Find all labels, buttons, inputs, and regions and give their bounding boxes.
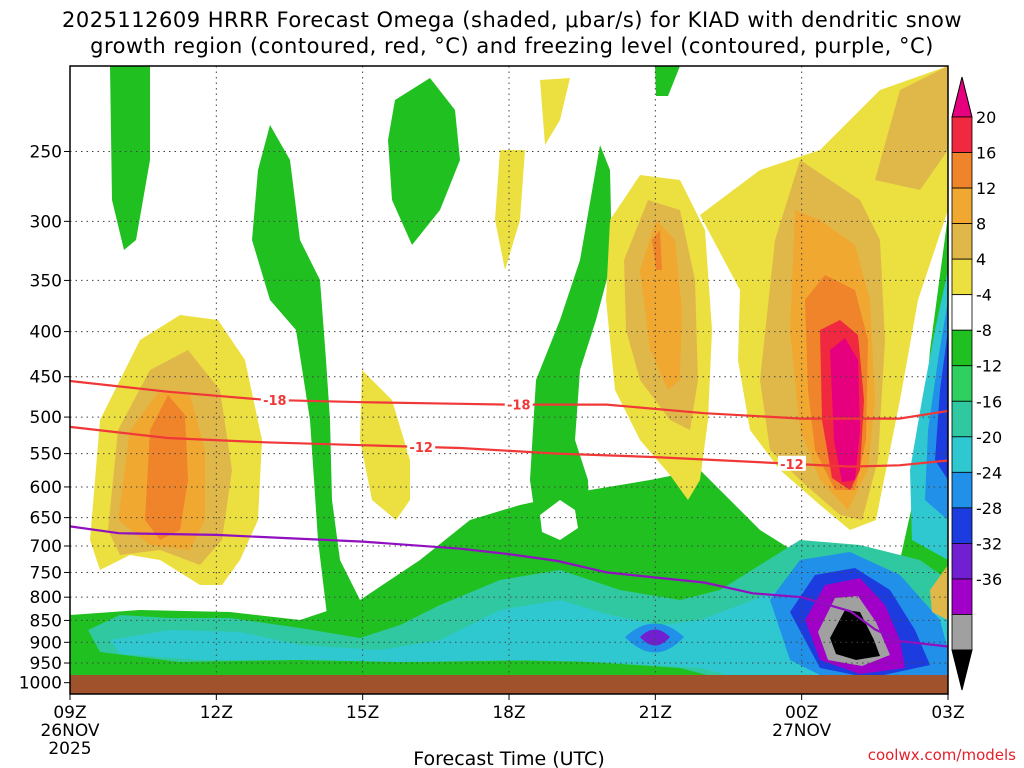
colorbar-label: 20: [976, 108, 996, 127]
colorbar-swatch: [951, 400, 973, 438]
omega-sink-darkorange-center: [652, 230, 662, 270]
y-tick-label: 500: [30, 408, 62, 428]
colorbar-label: 12: [976, 179, 996, 198]
y-tick-label: 250: [30, 142, 62, 162]
y-tick-label: 600: [30, 478, 62, 498]
omega-sink-gold-upper-right: [875, 66, 948, 190]
colorbar-swatch: [951, 294, 973, 331]
x-axis-label: Forecast Time (UTC): [413, 748, 604, 768]
x-tick-label: 03Z: [931, 703, 964, 723]
colorbar-label: -24: [976, 463, 1002, 482]
colorbar: 20 16 12 8 4 -4 -8 -12 -16 -20 -24 -28 -32 -36: [951, 76, 1002, 691]
ground-surface-bar: [70, 675, 948, 694]
x-tick-label: 09Z: [53, 703, 86, 723]
x-tick-label: 12Z: [200, 703, 233, 723]
y-tick-label: 700: [30, 537, 62, 557]
omega-band-green-mid: [530, 145, 612, 560]
colorbar-swatch: [951, 471, 973, 509]
y-tick-label: 550: [30, 445, 62, 465]
colorbar-label: -16: [976, 392, 1002, 411]
contour-label-bg: [407, 438, 436, 454]
x-tick-label: 18Z: [492, 703, 525, 723]
colorbar-swatch: [951, 436, 973, 473]
x-tick-year: 2025: [48, 739, 91, 759]
contour-label-bg: [260, 392, 289, 408]
omega-sink-magenta-right: [830, 338, 860, 482]
y-tick-label: 950: [30, 654, 62, 674]
omega-sink-orange-center: [640, 220, 682, 390]
colorbar-label: -28: [976, 499, 1002, 518]
x-tick-label: 00Z: [785, 703, 818, 723]
omega-band-green-left: [110, 66, 150, 250]
chart-title-line1: 2025112609 HRRR Forecast Omega (shaded, …: [61, 8, 963, 32]
contour-line: [69, 425, 949, 468]
y-axis: 2503003504004505005506006507007508008509…: [19, 142, 70, 694]
contour-line: [69, 525, 949, 648]
y-tick-label: 850: [30, 611, 62, 631]
y-tick-label: 350: [30, 271, 62, 291]
x-tick-date: 26NOV: [40, 721, 99, 741]
omega-hole-white: [540, 500, 578, 540]
omega-sink-gold-lowright: [930, 565, 948, 620]
y-tick-label: 650: [30, 509, 62, 529]
colorbar-label: 4: [976, 250, 986, 269]
omega-band-green-top2: [655, 66, 680, 96]
colorbar-swatch: [951, 223, 973, 260]
temperature-contours: -18 -18 -12 -12: [69, 379, 949, 648]
contour-label: -18: [263, 394, 287, 409]
colorbar-swatch: [951, 543, 973, 580]
x-tick-label: 21Z: [639, 703, 672, 723]
omega-core-black-2: [830, 610, 880, 660]
chart-title-line2: growth region (contoured, red, °C) and f…: [90, 34, 934, 58]
y-tick-label: 800: [30, 588, 62, 608]
colorbar-swatch: [951, 329, 973, 367]
colorbar-label: 16: [976, 144, 996, 163]
omega-sink-darkorange-left: [145, 395, 188, 540]
x-tick-label: 15Z: [346, 703, 379, 723]
y-tick-label: 300: [30, 212, 62, 232]
colorbar-label: -32: [976, 534, 1002, 553]
omega-band-green-top: [388, 78, 460, 245]
omega-right-darkblue-column: [935, 330, 948, 480]
colorbar-top-arrow: [951, 76, 973, 118]
colorbar-label: -12: [976, 357, 1002, 376]
y-tick-label: 900: [30, 633, 62, 653]
y-tick-label: 400: [30, 323, 62, 343]
colorbar-swatch: [951, 507, 973, 544]
y-tick-label: 1000: [19, 674, 62, 694]
omega-shaded-field: [70, 66, 948, 694]
contour-label-bg: [777, 455, 806, 471]
omega-core-purple-1: [640, 629, 670, 646]
colorbar-bottom-arrow: [951, 649, 973, 691]
contour-label: -12: [409, 441, 433, 456]
omega-band-green-column: [252, 125, 370, 640]
colorbar-swatch: [951, 258, 973, 296]
colorbar-swatch: [951, 187, 973, 224]
y-tick-label: 450: [30, 368, 62, 388]
credit-text: coolwx.com/models: [867, 746, 1016, 764]
x-tick-date: 27NOV: [772, 721, 831, 741]
colorbar-swatch: [951, 116, 973, 153]
contour-label: -18: [507, 399, 531, 414]
colorbar-label: -4: [976, 286, 992, 305]
colorbar-label: -20: [976, 428, 1002, 447]
colorbar-label: 8: [976, 215, 986, 234]
colorbar-swatch: [951, 152, 973, 189]
colorbar-swatch: [951, 614, 973, 651]
contour-label-bg: [504, 396, 533, 412]
omega-sink-yellow-mid2: [540, 78, 570, 145]
colorbar-label: -36: [976, 570, 1002, 589]
colorbar-swatch: [951, 365, 973, 402]
omega-band-cyan-low: [110, 585, 948, 694]
contour-label: -12: [780, 458, 804, 473]
y-tick-label: 750: [30, 563, 62, 583]
colorbar-label: -8: [976, 321, 992, 340]
colorbar-swatch: [951, 578, 973, 615]
omega-sink-yellow-mid3: [495, 150, 525, 270]
